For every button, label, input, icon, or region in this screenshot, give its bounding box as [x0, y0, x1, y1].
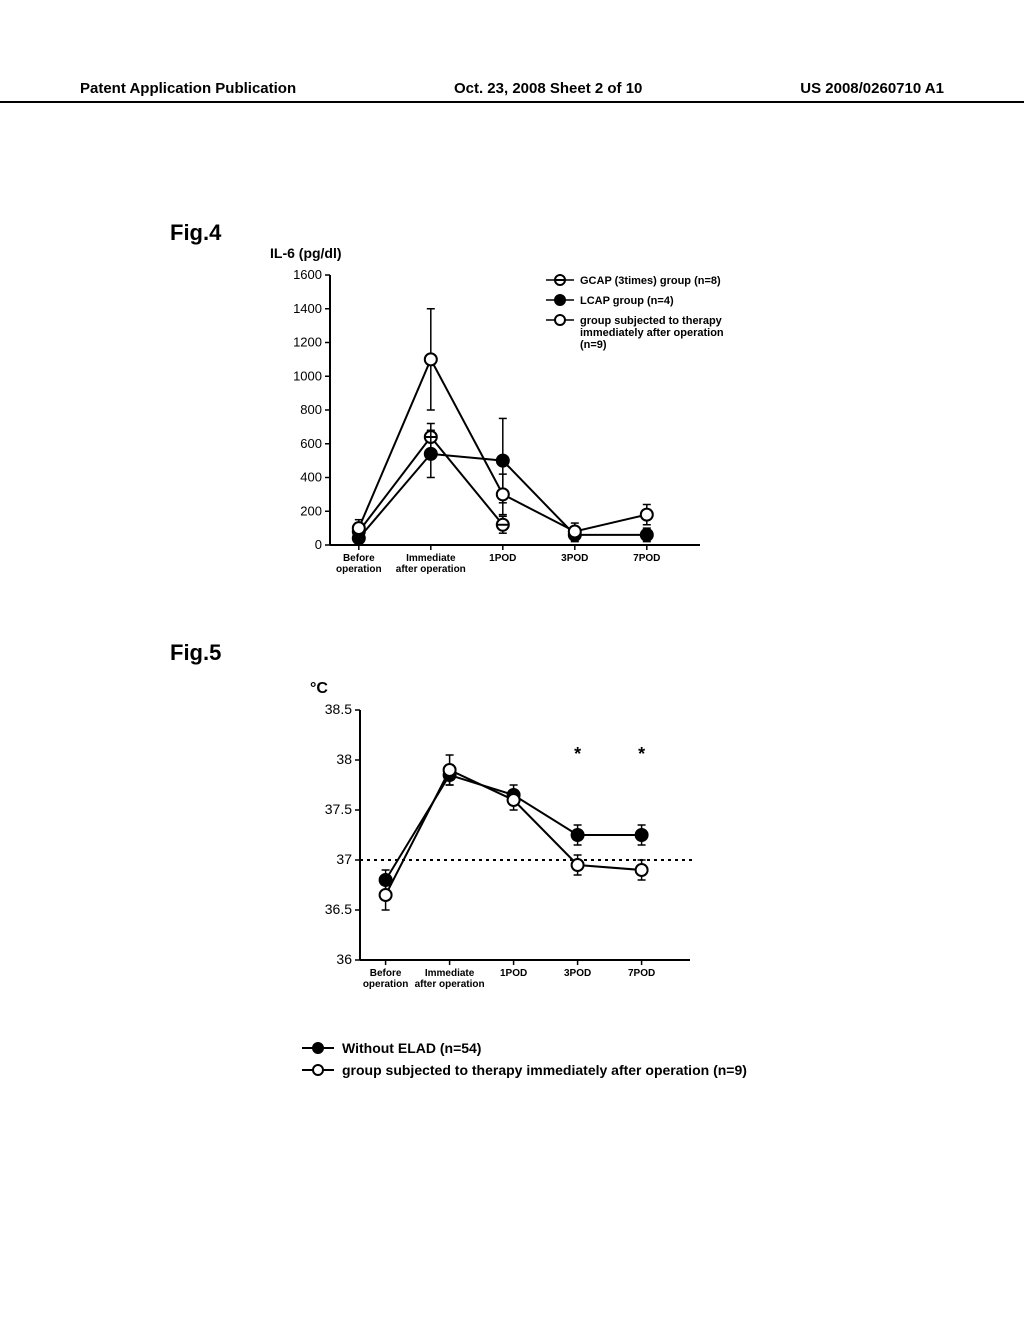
- svg-text:*: *: [574, 744, 581, 764]
- svg-text:operation: operation: [363, 979, 409, 990]
- svg-text:3POD: 3POD: [564, 968, 591, 979]
- page-header: Patent Application Publication Oct. 23, …: [0, 80, 1024, 103]
- svg-text:1600: 1600: [293, 267, 322, 282]
- header-right: US 2008/0260710 A1: [800, 80, 944, 97]
- svg-text:3POD: 3POD: [561, 553, 588, 564]
- fig5-chart: °C 36 36.5 37 37.5 38 38.5 Beforeoperation Imme…: [300, 680, 750, 1030]
- svg-text:Before: Before: [343, 553, 375, 564]
- fig4-ylabel: IL-6 (pg/dl): [270, 245, 342, 261]
- fig4-svg: 0 200 400 600 800 1000 1200 1400 1600 Beforeopera…: [280, 250, 780, 600]
- svg-text:1POD: 1POD: [500, 968, 527, 979]
- fig5-legend: Without ELAD (n=54) group subjected to t…: [300, 1040, 747, 1084]
- svg-text:Immediate: Immediate: [406, 553, 456, 564]
- svg-text:(n=9): (n=9): [580, 339, 607, 351]
- svg-text:group subjected to therapy: group subjected to therapy: [580, 315, 723, 327]
- svg-text:37.5: 37.5: [325, 801, 352, 817]
- svg-text:1400: 1400: [293, 301, 322, 316]
- fig5-ylabel: °C: [310, 680, 328, 698]
- svg-text:200: 200: [300, 503, 322, 518]
- svg-text:LCAP group (n=4): LCAP group (n=4): [580, 295, 674, 307]
- svg-text:400: 400: [300, 470, 322, 485]
- svg-text:37: 37: [336, 851, 352, 867]
- svg-text:800: 800: [300, 402, 322, 417]
- svg-text:Before: Before: [370, 968, 402, 979]
- svg-text:38: 38: [336, 751, 352, 767]
- svg-text:36: 36: [336, 951, 352, 967]
- svg-text:1200: 1200: [293, 335, 322, 350]
- header-left: Patent Application Publication: [80, 80, 296, 97]
- fig5-svg: 36 36.5 37 37.5 38 38.5 Beforeoperation Immedia…: [300, 680, 750, 1030]
- svg-text:36.5: 36.5: [325, 901, 352, 917]
- svg-text:7POD: 7POD: [628, 968, 655, 979]
- fig5-legend-item: Without ELAD (n=54): [300, 1040, 747, 1056]
- svg-text:1000: 1000: [293, 368, 322, 383]
- svg-text:operation: operation: [336, 564, 382, 575]
- svg-text:600: 600: [300, 436, 322, 451]
- fig5-legend-item: group subjected to therapy immediately a…: [300, 1062, 747, 1078]
- svg-text:38.5: 38.5: [325, 701, 352, 717]
- header-center: Oct. 23, 2008 Sheet 2 of 10: [454, 80, 642, 97]
- svg-text:immediately after operation: immediately after operation: [580, 327, 724, 339]
- svg-text:*: *: [638, 744, 645, 764]
- svg-text:after operation: after operation: [415, 979, 485, 990]
- fig4-chart: IL-6 (pg/dl) 020040060080010001200140016…: [280, 250, 780, 600]
- fig4-label: Fig.4: [170, 220, 221, 246]
- svg-text:7POD: 7POD: [633, 553, 660, 564]
- svg-text:1POD: 1POD: [489, 553, 516, 564]
- svg-text:Immediate: Immediate: [425, 968, 475, 979]
- svg-text:GCAP (3times) group (n=8): GCAP (3times) group (n=8): [580, 275, 721, 287]
- svg-text:0: 0: [315, 537, 322, 552]
- svg-text:after operation: after operation: [396, 564, 466, 575]
- fig5-label: Fig.5: [170, 640, 221, 666]
